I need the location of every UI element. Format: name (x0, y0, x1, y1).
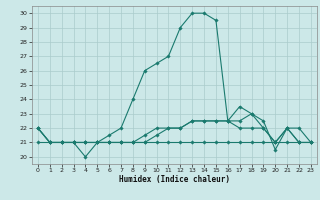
X-axis label: Humidex (Indice chaleur): Humidex (Indice chaleur) (119, 175, 230, 184)
